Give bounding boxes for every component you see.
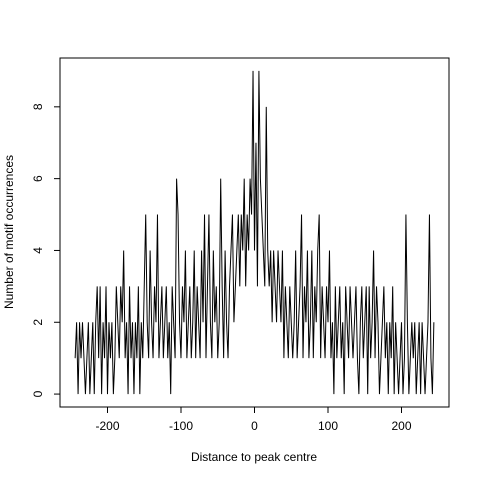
y-tick-label: 0 [31, 390, 45, 397]
x-tick-label: 200 [391, 419, 411, 433]
x-tick-label: 100 [318, 419, 338, 433]
y-tick-label: 4 [31, 247, 45, 254]
data-line [74, 70, 435, 395]
x-tick-label: -100 [169, 419, 193, 433]
y-axis-label: Number of motif occurrences [2, 155, 16, 309]
y-tick-label: 2 [31, 319, 45, 326]
x-tick-label: 0 [251, 419, 258, 433]
x-tick-label: -200 [95, 419, 119, 433]
y-tick-label: 6 [31, 175, 45, 182]
y-tick-label: 8 [31, 103, 45, 110]
x-axis-label: Distance to peak centre [191, 450, 317, 464]
